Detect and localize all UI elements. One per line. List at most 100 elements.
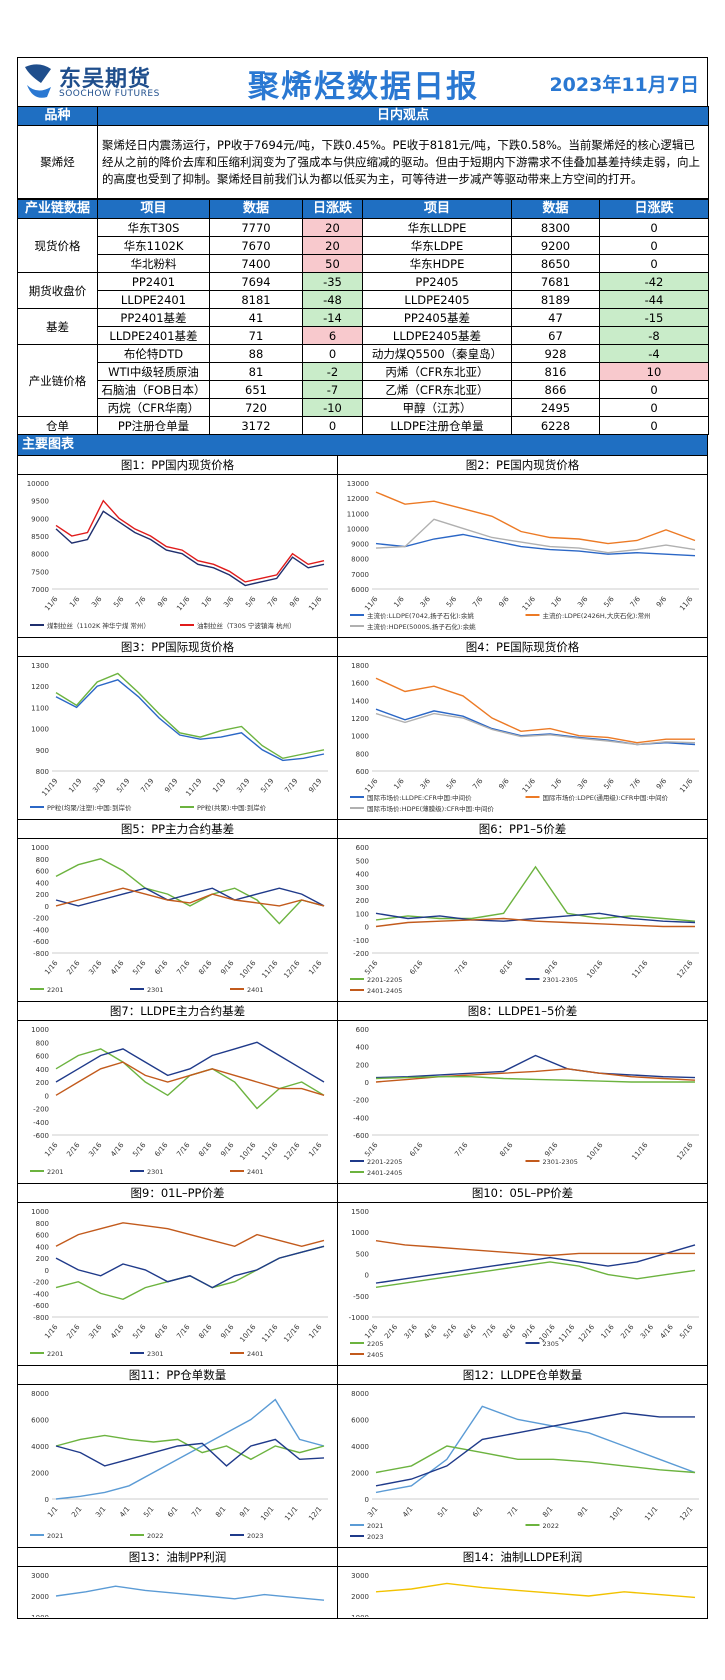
x-tick-label: 11/6 xyxy=(521,595,538,613)
legend-label: 主流价:LLDPE(7042,扬子石化):余姚 xyxy=(367,611,474,620)
x-tick-label: 7/6 xyxy=(629,777,643,791)
x-tick-label: 7/16 xyxy=(453,1141,470,1159)
y-tick-label: 2000 xyxy=(351,1593,369,1601)
y-tick-label: 800 xyxy=(356,750,369,758)
table-cell: 71 xyxy=(209,326,303,345)
x-tick-label: 3/6 xyxy=(419,777,433,791)
x-tick-label: 11/6 xyxy=(175,595,192,613)
x-tick-label: 7/16 xyxy=(175,959,192,977)
y-tick-label: 400 xyxy=(36,879,49,887)
table-row: 现货价格 华东T30S 7770 20 华东LLDPE 8300 0 xyxy=(17,218,709,273)
table-cell: PP2401基差 xyxy=(97,308,210,327)
table-cell: 华北粉料 xyxy=(97,254,210,273)
x-tick-label: 10/16 xyxy=(238,1323,257,1344)
x-tick-label: 6/16 xyxy=(462,1323,479,1341)
table-cell: -15 xyxy=(599,308,709,327)
x-tick-label: 5/6 xyxy=(445,595,459,609)
series-line xyxy=(55,887,325,907)
y-tick-label: 500 xyxy=(356,1250,369,1258)
table-cell: -10 xyxy=(302,398,363,417)
table-row: 石脑油（FOB日本） 651 -7 乙烯（CFR东北亚） 866 0 xyxy=(18,380,709,399)
x-tick-label: 9/16 xyxy=(219,959,236,977)
x-tick-label: 9/6 xyxy=(288,595,302,609)
y-tick-label: 600 xyxy=(356,844,369,852)
table-cell: 7770 xyxy=(209,218,303,237)
y-tick-label: 600 xyxy=(36,1232,49,1240)
x-tick-label: 5/1 xyxy=(436,1505,449,1519)
table-cell: 9200 xyxy=(511,236,600,255)
series-line xyxy=(55,1222,325,1248)
x-tick-label: 8/16 xyxy=(501,1323,518,1341)
legend-label: 2021 xyxy=(47,1532,64,1540)
series-line xyxy=(55,672,325,760)
y-tick-label: 9500 xyxy=(31,498,49,506)
x-tick-label: 9/16 xyxy=(543,959,560,977)
x-tick-label: 11/16 xyxy=(630,959,649,980)
table-cell: 华东LDPE xyxy=(362,236,512,255)
chart-panel: 图7：LLDPE主力合约基差 1000 800 600 400 200 0 -200 -400 -… xyxy=(17,1002,337,1184)
y-tick-label: 0 xyxy=(45,1496,49,1504)
chart-svg: 3000 2000 1000 xyxy=(31,1572,325,1617)
x-tick-label: 1/16 xyxy=(307,1323,324,1341)
group-label: 现货价格 xyxy=(17,218,98,273)
chart-title: 图12：LLDPE仓单数量 xyxy=(338,1366,707,1385)
x-tick-label: 5/6 xyxy=(445,777,459,791)
legend-label: 油制拉丝（T30S 宁波镇海 杭州） xyxy=(197,621,296,630)
chart-svg: 8000 6000 4000 2000 01/1 2/1 3/1 4/1 5/1 6/1 7/1 8/… xyxy=(30,1390,328,1540)
x-tick-label: 11/19 xyxy=(184,777,203,798)
y-tick-label: 800 xyxy=(36,856,49,864)
table-cell: 88 xyxy=(209,344,303,363)
x-tick-label: 8/16 xyxy=(197,1141,214,1159)
table-cell: PP注册仓单量 xyxy=(97,416,210,435)
table-cell: 0 xyxy=(599,218,709,237)
x-tick-label: 1/19 xyxy=(67,777,83,794)
table-cell: -48 xyxy=(302,290,363,309)
x-tick-label: 9/6 xyxy=(655,777,669,791)
y-tick-label: -400 xyxy=(353,1114,369,1122)
x-tick-label: 9/19 xyxy=(307,777,323,794)
y-tick-label: 600 xyxy=(36,1053,49,1061)
x-tick-label: 6/16 xyxy=(153,1141,170,1159)
y-tick-label: 7500 xyxy=(31,568,49,576)
y-tick-label: 1200 xyxy=(351,715,369,723)
x-tick-label: 7/6 xyxy=(629,595,643,609)
y-tick-label: 0 xyxy=(45,1267,49,1275)
legend-label: 2205 xyxy=(367,1340,384,1348)
legend-label: 2201 xyxy=(47,986,64,994)
y-tick-label: 0 xyxy=(365,1496,369,1504)
series-line xyxy=(55,1398,325,1500)
chart-title: 图8：LLDPE1–5价差 xyxy=(338,1002,707,1021)
x-tick-label: 4/16 xyxy=(109,959,126,977)
x-tick-label: 11/6 xyxy=(307,595,324,613)
x-tick-label: 11/6 xyxy=(363,777,380,795)
x-tick-label: 2/16 xyxy=(65,959,82,977)
table-row: 仓单 PP注册仓单量 3172 0 LLDPE注册仓单量 6228 0 xyxy=(17,416,709,435)
table-cell: 0 xyxy=(599,398,709,417)
x-tick-label: 1/16 xyxy=(363,1323,380,1341)
x-tick-label: 12/16 xyxy=(675,959,694,980)
x-tick-label: 3/16 xyxy=(403,1323,420,1341)
y-tick-label: 1000 xyxy=(351,1229,369,1237)
x-tick-label: 9/19 xyxy=(163,777,179,794)
x-tick-label: 5/16 xyxy=(131,959,148,977)
legend-label: 2401 xyxy=(247,986,264,994)
x-tick-label: 5/16 xyxy=(131,1323,148,1341)
table-header: 日涨跌 xyxy=(302,199,363,219)
series-line xyxy=(55,499,325,583)
y-tick-label: 4000 xyxy=(351,1443,369,1451)
x-tick-label: 10/16 xyxy=(585,1141,604,1162)
x-tick-label: 7/16 xyxy=(481,1323,498,1341)
table-cell: 81 xyxy=(209,362,303,381)
y-tick-label: 3000 xyxy=(31,1572,49,1580)
table-cell: 6228 xyxy=(511,416,600,435)
x-tick-label: 10/1 xyxy=(608,1505,624,1522)
x-tick-label: 9/16 xyxy=(219,1141,236,1159)
x-tick-label: 12/16 xyxy=(282,1141,301,1162)
group-label: 产业链价格 xyxy=(17,344,98,417)
table-header: 项目 xyxy=(362,199,512,219)
chart-panel: 图11：PP仓单数量 8000 6000 4000 2000 0 1/1 2/1 3/1 4/1 5… xyxy=(17,1366,337,1548)
series-line xyxy=(375,1076,695,1083)
y-tick-label: 10000 xyxy=(347,525,369,533)
y-tick-label: -200 xyxy=(353,1097,369,1105)
table-cell: 华东T30S xyxy=(97,218,210,237)
